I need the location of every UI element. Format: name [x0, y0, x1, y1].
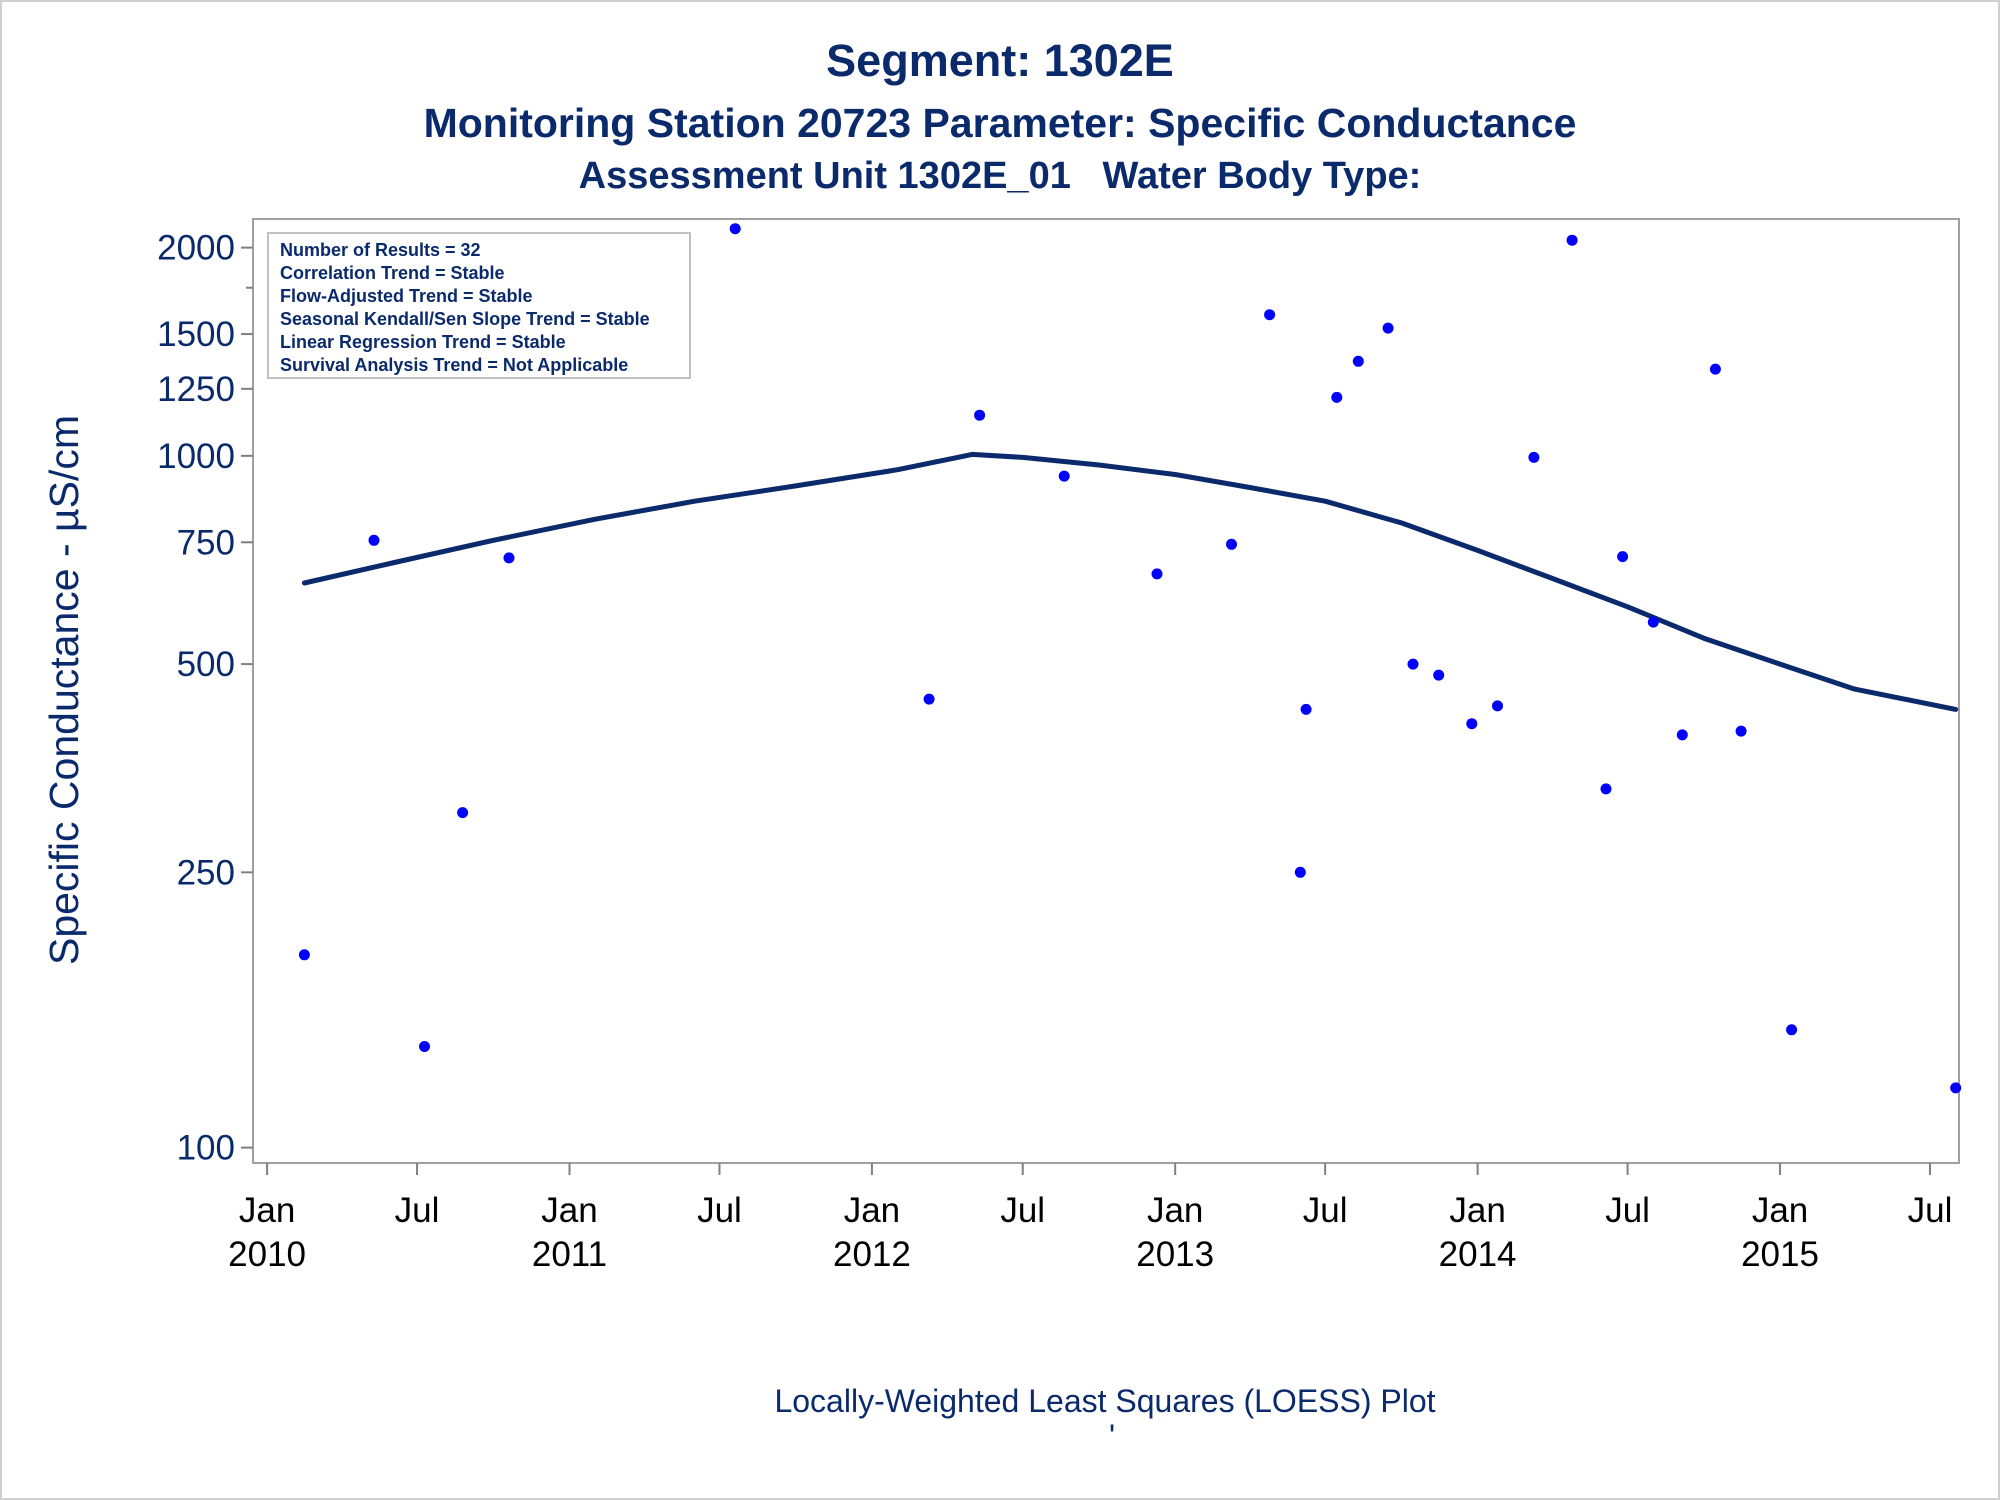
loess-line [301, 451, 1959, 712]
data-point [923, 693, 935, 705]
data-point [1407, 658, 1419, 670]
chart-subtitle-station: Monitoring Station 20723 Parameter: Spec… [423, 100, 1577, 146]
x-tick-label-year: 2015 [1741, 1235, 1819, 1274]
data-point [1600, 783, 1612, 795]
data-point [729, 223, 741, 235]
data-point [1492, 700, 1503, 712]
data-point [1352, 355, 1364, 367]
y-axis: 100 250 500 750 1000 1250 1500 2000 [157, 229, 253, 1168]
y-tick-label: 2000 [157, 229, 235, 268]
x-tick-label-month: Jul [697, 1191, 742, 1230]
data-point [1786, 1024, 1798, 1036]
loess-layer [301, 451, 1959, 712]
data-point [1566, 234, 1578, 246]
legend-line-correlation: Correlation Trend = Stable [280, 263, 505, 283]
x-tick-label-month: Jul [395, 1191, 440, 1230]
y-tick-label: 100 [177, 1129, 235, 1168]
data-point [1226, 538, 1237, 550]
y-tick-label: 1500 [157, 315, 235, 354]
x-tick-label-month: Jan [1449, 1191, 1505, 1230]
data-point [1950, 1082, 1962, 1094]
data-point [1528, 451, 1540, 463]
legend-line-flow-adjusted: Flow-Adjusted Trend = Stable [280, 286, 533, 306]
y-tick-label: 500 [177, 645, 235, 684]
footer-caption: Locally-Weighted Least Squares (LOESS) P… [774, 1383, 1435, 1419]
plot-area [252, 218, 1960, 1164]
data-point [1151, 568, 1163, 580]
legend-line-results: Number of Results = 32 [280, 240, 481, 260]
y-tick-label: 1250 [157, 370, 235, 409]
x-tick-label-year: 2010 [228, 1235, 306, 1274]
y-tick-label: 750 [177, 523, 235, 562]
x-tick-label-month: Jan [1147, 1191, 1203, 1230]
x-tick-label-month: Jan [1752, 1191, 1808, 1230]
data-point [1647, 616, 1659, 628]
y-tick-label: 250 [177, 853, 235, 892]
data-point [1300, 703, 1312, 715]
footer-mark: ' [1109, 1418, 1115, 1454]
x-tick-label-month: Jul [1303, 1191, 1348, 1230]
data-point [1709, 363, 1721, 375]
x-tick-label-month: Jul [1605, 1191, 1650, 1230]
data-point [1466, 718, 1478, 730]
data-point [503, 552, 515, 564]
points-layer [298, 223, 1962, 1094]
legend-line-seasonal-kendall: Seasonal Kendall/Sen Slope Trend = Stabl… [280, 309, 650, 329]
data-point [1676, 729, 1688, 741]
data-point [1382, 322, 1394, 334]
x-tick-label-month: Jan [844, 1191, 900, 1230]
data-point [298, 949, 310, 961]
data-point [419, 1041, 430, 1052]
data-point [1735, 725, 1747, 737]
y-axis-label: Specific Conductance - µS/cm [41, 415, 87, 965]
legend-line-survival: Survival Analysis Trend = Not Applicable [280, 355, 628, 375]
data-point [1433, 669, 1445, 681]
stats-legend-border [267, 232, 691, 379]
x-tick-label-year: 2011 [532, 1235, 607, 1274]
data-point [974, 409, 986, 421]
x-tick-label-year: 2014 [1439, 1235, 1517, 1274]
x-tick-label-month: Jul [1000, 1191, 1045, 1230]
stats-legend-box: Number of Results = 32 Correlation Trend… [267, 232, 691, 379]
chart-subtitle-assessment: Assessment Unit 1302E_01 Water Body Type… [578, 155, 1422, 197]
data-point [368, 534, 380, 546]
x-axis: Jan 2010 Jul Jan 2011 Jul Jan 2012 Jul Jan 2013 Jul… [228, 1163, 1952, 1274]
y-tick-label: 1000 [157, 437, 235, 476]
legend-line-linear-regression: Linear Regression Trend = Stable [280, 332, 566, 352]
x-tick-label-year: 2012 [833, 1235, 911, 1274]
data-point [1264, 309, 1276, 321]
data-point [457, 807, 469, 819]
data-point [1058, 470, 1070, 482]
x-tick-label-month: Jan [541, 1191, 597, 1230]
x-tick-label-month: Jul [1908, 1191, 1953, 1230]
data-point [1294, 866, 1306, 878]
data-point [1617, 551, 1629, 563]
x-tick-label-month: Jan [239, 1191, 295, 1230]
x-tick-label-year: 2013 [1136, 1235, 1214, 1274]
chart-title: Segment: 1302E [826, 35, 1174, 86]
data-point [1331, 391, 1343, 403]
